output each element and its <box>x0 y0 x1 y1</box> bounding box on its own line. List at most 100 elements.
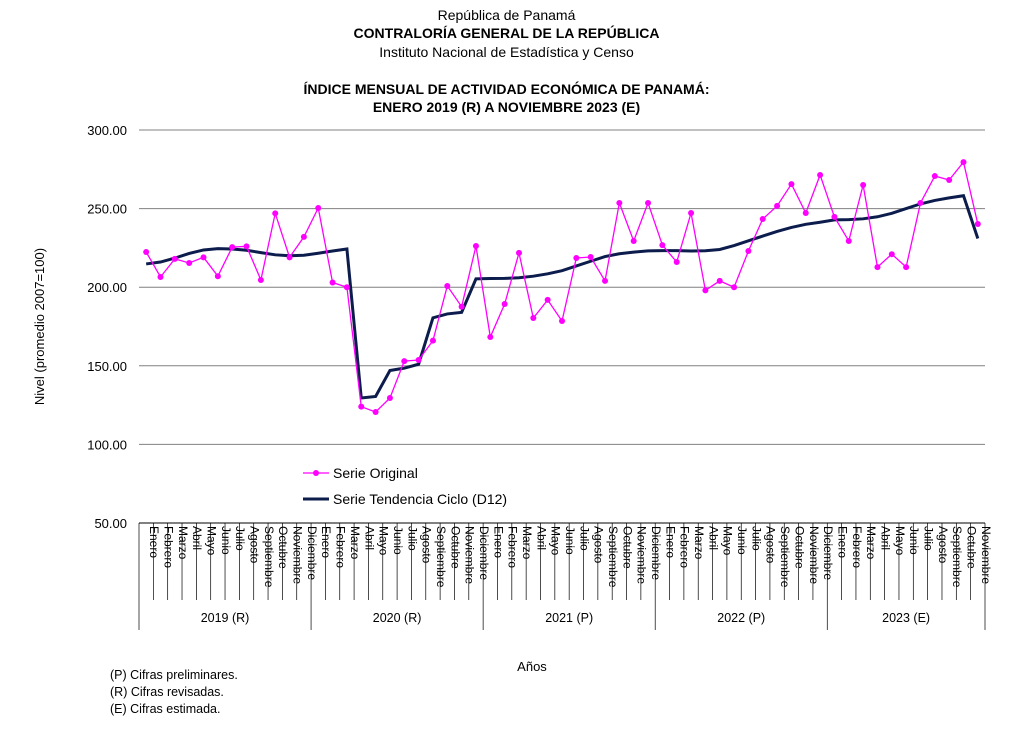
y-tick-label: 250.00 <box>87 202 127 217</box>
x-tick-label: Julio <box>749 526 763 551</box>
data-point-original <box>817 171 824 178</box>
x-tick-label: Marzo <box>692 526 706 560</box>
data-point-original <box>774 202 781 209</box>
header-country: República de Panamá <box>437 7 576 23</box>
data-point-original <box>372 409 379 416</box>
data-point-original <box>559 317 565 324</box>
x-tick-label: Abril <box>706 526 720 550</box>
series-line-tendencia <box>145 194 980 400</box>
x-tick-label: Junio <box>219 526 233 555</box>
data-point-original <box>702 287 709 294</box>
chart-title: ÍNDICE MENSUAL DE ACTIVIDAD ECONÓMICA DE… <box>303 81 710 97</box>
x-tick-label: Diciembre <box>649 526 663 580</box>
data-point-original <box>903 264 910 271</box>
data-point-original <box>802 210 809 217</box>
data-point-original <box>358 403 365 410</box>
x-tick-label: Mayo <box>205 526 219 556</box>
y-tick-label: 100.00 <box>87 437 127 452</box>
y-axis-label: Nivel (promedio 2007=100) <box>32 248 47 405</box>
data-point-original <box>688 210 695 217</box>
x-tick-label: Junio <box>391 526 405 555</box>
data-point-original <box>272 210 279 217</box>
x-tick-label: Septiembre <box>606 526 620 588</box>
data-point-original <box>214 273 221 280</box>
x-tick-label: Agosto <box>764 526 778 564</box>
data-point-original <box>458 303 465 310</box>
data-point-original <box>415 356 422 363</box>
data-point-original <box>960 159 967 166</box>
x-tick-label: Julio <box>921 526 935 551</box>
data-point-original <box>472 243 479 250</box>
x-tick-label: Enero <box>663 526 677 558</box>
x-tick-label: Marzo <box>520 526 534 560</box>
data-point-original <box>587 254 594 261</box>
x-tick-label: Marzo <box>176 526 190 560</box>
data-point-original <box>401 358 408 365</box>
x-tick-label: Julio <box>577 526 591 551</box>
data-point-original <box>745 248 752 255</box>
x-tick-label: Septiembre <box>778 526 792 588</box>
data-point-original <box>243 243 250 250</box>
y-tick-label: 150.00 <box>87 359 127 374</box>
header-institute: Instituto Nacional de Estadística y Cens… <box>379 44 634 60</box>
x-tick-label: Abril <box>190 526 204 550</box>
x-tick-label: Septiembre <box>262 526 276 588</box>
x-tick-label: Noviembre <box>635 526 649 584</box>
note-estimated: (E) Cifras estimada. <box>110 702 221 716</box>
x-tick-label: Febrero <box>162 526 176 568</box>
data-point-original <box>501 301 508 308</box>
x-tick-label: Mayo <box>893 526 907 556</box>
x-tick-label: Enero <box>319 526 333 558</box>
note-preliminary: (P) Cifras preliminares. <box>110 668 238 682</box>
data-point-original <box>759 215 766 222</box>
x-tick-label: Diciembre <box>477 526 491 580</box>
data-point-original <box>645 199 652 206</box>
x-tick-label: Septiembre <box>950 526 964 588</box>
data-point-original <box>616 199 623 206</box>
x-tick-label: Mayo <box>721 526 735 556</box>
data-point-original <box>946 176 953 183</box>
data-point-original <box>487 334 494 341</box>
x-tick-label: Noviembre <box>463 526 477 584</box>
data-point-original <box>386 395 393 402</box>
data-point-original <box>716 277 723 284</box>
x-tick-label: Enero <box>491 526 505 558</box>
data-point-original <box>731 284 738 291</box>
data-point-original <box>143 248 150 255</box>
y-tick-label: 300.00 <box>87 123 127 138</box>
data-point-original <box>229 244 236 251</box>
x-tick-label: Noviembre <box>807 526 821 584</box>
x-tick-label: Mayo <box>377 526 391 556</box>
x-tick-label: Diciembre <box>821 526 835 580</box>
chart-subtitle: ENERO 2019 (R) A NOVIEMBRE 2023 (E) <box>372 99 641 115</box>
x-tick-label: Febrero <box>506 526 520 568</box>
x-tick-label: Julio <box>405 526 419 551</box>
data-point-original <box>831 213 838 220</box>
x-tick-label: Abril <box>878 526 892 550</box>
data-point-original <box>630 237 637 244</box>
data-point-original <box>530 315 537 322</box>
data-point-original <box>157 273 164 280</box>
x-tick-label: Diciembre <box>305 526 319 580</box>
x-tick-label: Octubre <box>276 526 290 569</box>
data-point-original <box>429 337 436 344</box>
x-tick-label: Septiembre <box>434 526 448 588</box>
x-tick-label: Julio <box>233 526 247 551</box>
x-tick-label: Abril <box>362 526 376 550</box>
data-point-original <box>286 254 293 261</box>
data-point-original <box>315 204 322 211</box>
data-point-original <box>300 233 307 240</box>
legend-marker-original <box>313 470 319 476</box>
data-point-original <box>257 276 264 283</box>
legend-label-tendencia: Serie Tendencia Ciclo (D12) <box>333 491 507 507</box>
year-label: 2019 (R) <box>201 611 250 625</box>
x-tick-label: Junio <box>563 526 577 555</box>
data-point-original <box>788 181 795 188</box>
data-point-original <box>171 255 178 262</box>
data-point-original <box>860 182 867 189</box>
data-point-original <box>200 254 207 261</box>
year-label: 2021 (P) <box>545 611 593 625</box>
year-label: 2022 (P) <box>717 611 765 625</box>
x-tick-label: Octubre <box>448 526 462 569</box>
y-tick-label: 200.00 <box>87 280 127 295</box>
